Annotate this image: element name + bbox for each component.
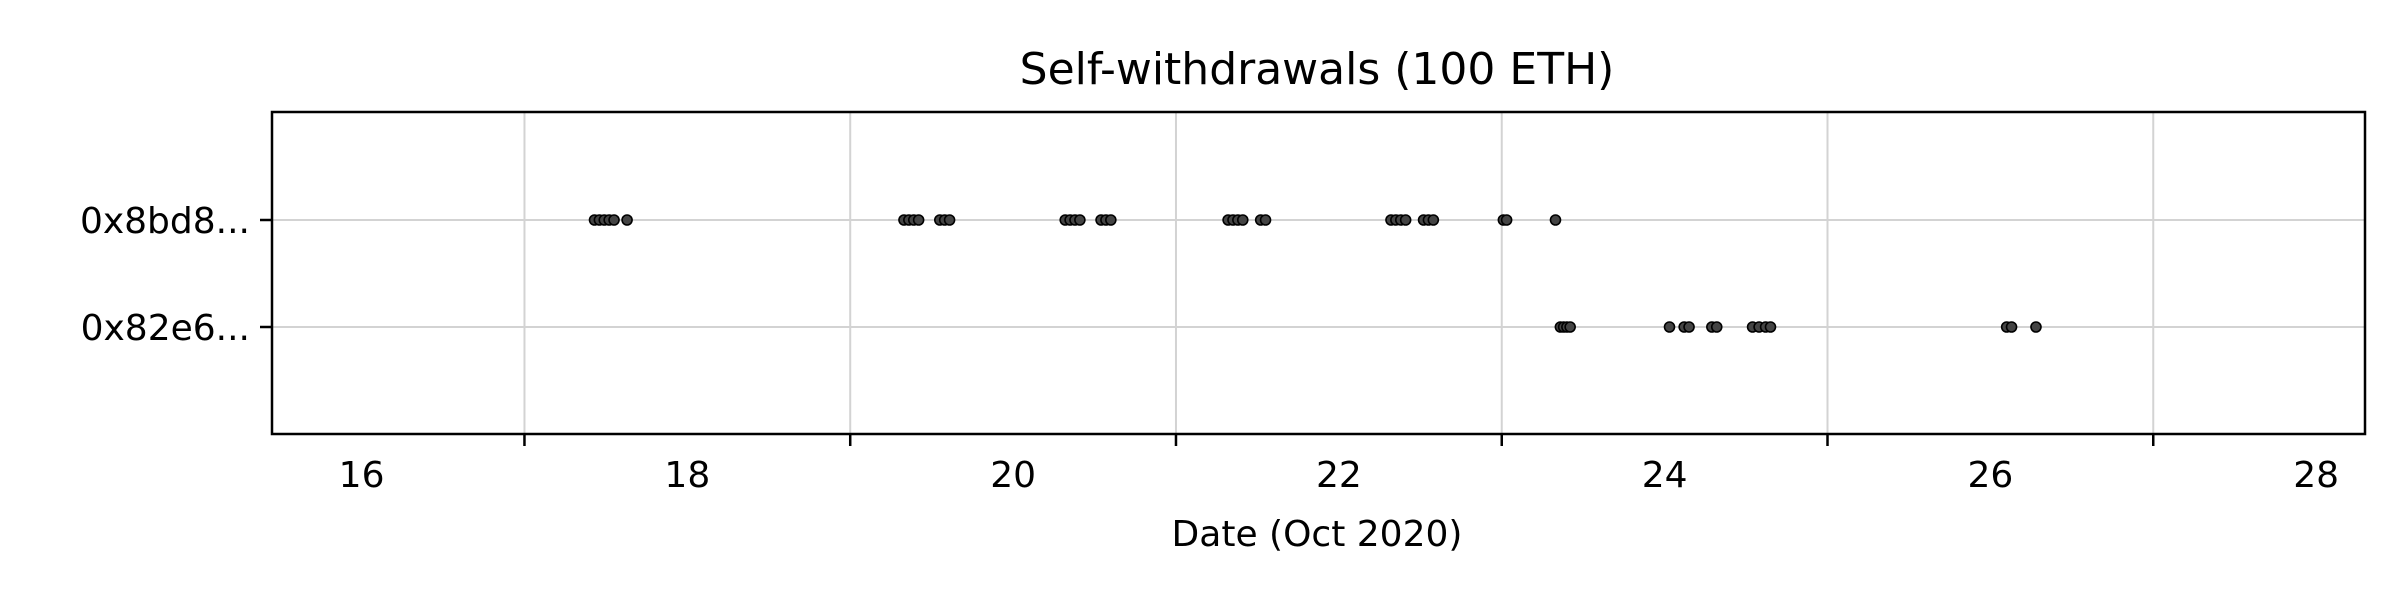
x-tick-label: 22 — [1316, 455, 1362, 496]
data-point — [1549, 214, 1562, 226]
data-point — [621, 214, 633, 226]
data-point — [2005, 321, 2018, 333]
x-tick-label: 18 — [664, 455, 710, 496]
data-point — [1259, 214, 1272, 226]
data-point — [1683, 321, 1695, 333]
grid-lines — [272, 112, 2365, 434]
x-tick-label: 16 — [339, 455, 385, 496]
x-tick-labels: 16 18 20 22 24 26 28 — [339, 455, 2339, 496]
data-point — [1236, 214, 1249, 226]
data-point — [1500, 214, 1513, 226]
y-tick-labels: 0x8bd8... 0x82e6... — [80, 201, 250, 349]
data-point — [943, 214, 956, 226]
plot-frame — [270, 110, 2367, 436]
data-point — [608, 214, 620, 226]
axis-ticks — [260, 218, 2155, 446]
x-axis-label: Date (Oct 2020) — [1172, 514, 1463, 555]
data-point — [1663, 321, 1676, 333]
data-point — [1074, 214, 1086, 226]
data-point — [1564, 321, 1576, 333]
data-point — [1105, 214, 1117, 226]
y-tick-label: 0x82e6... — [81, 308, 250, 349]
data-point — [1399, 214, 1412, 226]
data-points — [588, 214, 2042, 333]
data-point — [1427, 214, 1440, 226]
x-tick-label: 28 — [2293, 455, 2339, 496]
data-point — [2030, 321, 2042, 333]
y-tick-label: 0x8bd8... — [80, 201, 250, 242]
data-point — [1710, 321, 1723, 333]
chart-title: Self-withdrawals (100 ETH) — [1020, 44, 1615, 95]
x-tick-label: 26 — [1967, 455, 2013, 496]
x-tick-label: 24 — [1642, 455, 1688, 496]
data-point — [1764, 321, 1777, 333]
x-tick-label: 20 — [990, 455, 1036, 496]
data-point — [912, 214, 925, 226]
